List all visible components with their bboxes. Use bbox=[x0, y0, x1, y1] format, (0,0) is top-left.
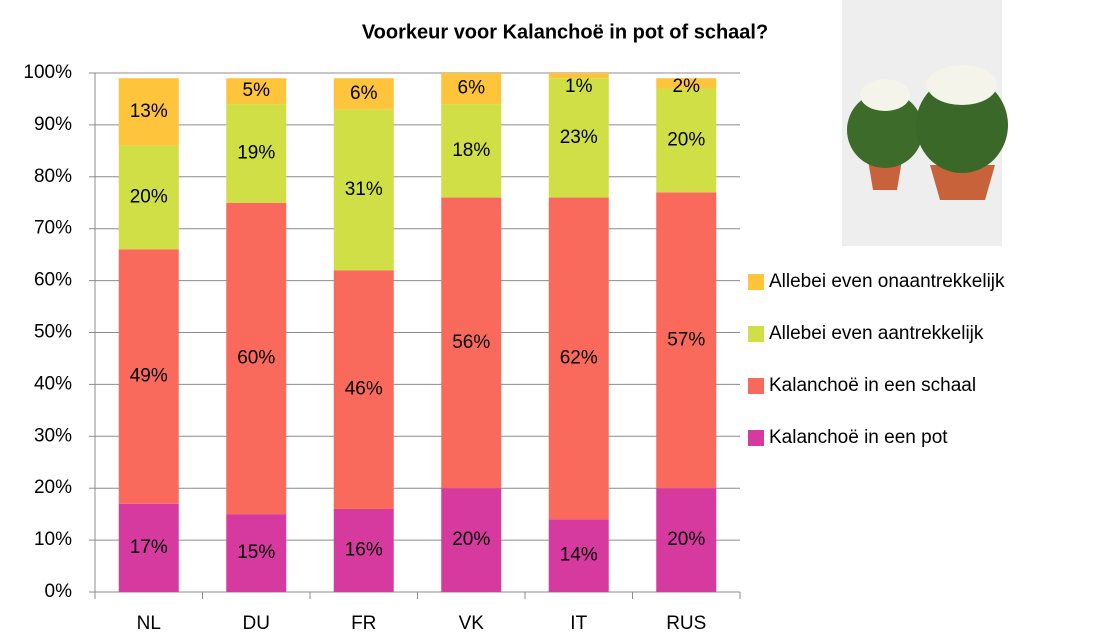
x-tick-label: NL bbox=[137, 613, 161, 634]
data-label: 49% bbox=[130, 366, 168, 387]
data-label: 5% bbox=[243, 80, 271, 101]
legend-label: Kalanchoë in een schaal bbox=[769, 375, 976, 396]
x-tick-label: RUS bbox=[666, 613, 706, 634]
data-label: 56% bbox=[452, 332, 490, 353]
y-tick-label: 10% bbox=[34, 529, 72, 550]
data-label: 20% bbox=[667, 129, 705, 150]
small-flowers bbox=[860, 79, 910, 111]
x-tick-label: FR bbox=[351, 613, 376, 634]
data-label: 31% bbox=[345, 179, 383, 200]
data-label: 23% bbox=[560, 127, 598, 148]
data-label: 15% bbox=[237, 542, 275, 563]
legend-label: Kalanchoë in een pot bbox=[769, 427, 948, 448]
legend-swatch bbox=[748, 274, 764, 290]
legend-swatch bbox=[748, 326, 764, 342]
legend-swatch bbox=[748, 378, 764, 394]
legend-label: Allebei even aantrekkelijk bbox=[769, 323, 984, 344]
data-label: 18% bbox=[452, 140, 490, 161]
photo bbox=[842, 0, 1008, 246]
data-label: 16% bbox=[345, 539, 383, 560]
data-label: 13% bbox=[130, 101, 168, 122]
data-label: 62% bbox=[560, 347, 598, 368]
x-tick-label: IT bbox=[570, 613, 587, 634]
legend-label: Allebei even onaantrekkelijk bbox=[769, 271, 1005, 292]
data-label: 20% bbox=[667, 529, 705, 550]
data-label: 6% bbox=[350, 83, 378, 104]
y-tick-label: 60% bbox=[34, 270, 72, 291]
data-label: 6% bbox=[458, 78, 486, 99]
y-tick-label: 80% bbox=[34, 166, 72, 187]
chart: Voorkeur voor Kalanchoë in pot of schaal… bbox=[0, 0, 1111, 637]
data-label: 60% bbox=[237, 347, 275, 368]
data-label: 19% bbox=[237, 142, 275, 163]
y-tick-label: 70% bbox=[34, 218, 72, 239]
data-label: 46% bbox=[345, 379, 383, 400]
y-tick-label: 0% bbox=[45, 581, 73, 602]
data-label: 20% bbox=[452, 529, 490, 550]
legend-swatch bbox=[748, 430, 764, 446]
chart-title: Voorkeur voor Kalanchoë in pot of schaal… bbox=[362, 21, 768, 43]
data-label: 1% bbox=[565, 76, 593, 97]
page: Voorkeur voor Kalanchoë in pot of schaal… bbox=[0, 0, 1111, 637]
data-label: 14% bbox=[560, 545, 598, 566]
data-label: 2% bbox=[673, 76, 701, 97]
y-tick-label: 40% bbox=[34, 373, 72, 394]
y-tick-label: 100% bbox=[23, 62, 72, 83]
data-label: 17% bbox=[130, 537, 168, 558]
data-label: 20% bbox=[130, 187, 168, 208]
y-tick-label: 90% bbox=[34, 114, 72, 135]
y-tick-label: 30% bbox=[34, 425, 72, 446]
y-tick-label: 50% bbox=[34, 322, 72, 343]
x-tick-label: VK bbox=[459, 613, 485, 634]
x-tick-label: DU bbox=[243, 613, 270, 634]
data-label: 57% bbox=[667, 329, 705, 350]
y-tick-label: 20% bbox=[34, 477, 72, 498]
large-flowers bbox=[927, 65, 997, 105]
